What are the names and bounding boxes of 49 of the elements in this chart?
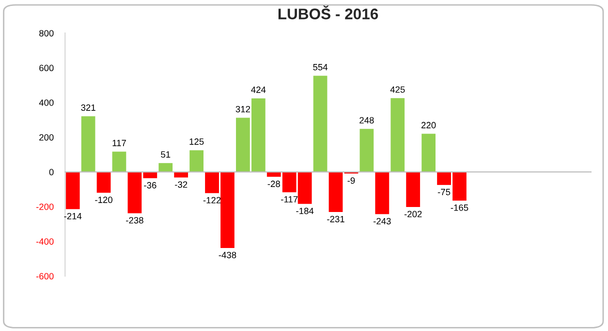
data-label: -117 <box>281 196 298 202</box>
data-label: 51 <box>160 151 170 158</box>
data-label: 248 <box>360 117 374 124</box>
bar <box>96 172 111 193</box>
data-label: -214 <box>64 212 82 220</box>
data-label: -165 <box>450 204 468 211</box>
data-label: -243 <box>374 218 391 224</box>
bar <box>375 172 390 214</box>
chart-title: LUBOŠ - 2016 <box>278 6 378 20</box>
y-tick-label: 0 <box>49 168 54 176</box>
data-label: 425 <box>390 86 405 93</box>
bar <box>422 134 436 172</box>
bar <box>328 172 343 212</box>
y-tick-label: -200 <box>36 204 54 210</box>
data-label: -122 <box>203 196 221 204</box>
y-tick-label: -600 <box>36 273 54 280</box>
y-tick-label: 600 <box>39 64 54 72</box>
data-label: -32 <box>174 181 188 188</box>
bar <box>112 152 126 172</box>
y-tick-label: -400 <box>36 238 54 245</box>
data-label: -75 <box>438 188 450 196</box>
data-label: 220 <box>421 122 436 128</box>
bar <box>66 172 80 210</box>
data-label: 125 <box>190 138 204 145</box>
y-tick-label: 200 <box>39 134 54 141</box>
data-label: 117 <box>112 140 126 146</box>
bar <box>390 98 405 172</box>
bar <box>313 76 328 172</box>
y-tick-label: 400 <box>39 99 54 106</box>
data-label: 312 <box>236 106 250 112</box>
data-label: 554 <box>313 64 328 70</box>
y-tick-label: 800 <box>39 30 54 36</box>
bar <box>360 128 374 172</box>
data-label: -184 <box>296 208 314 214</box>
bar <box>174 172 188 178</box>
data-label: 424 <box>251 86 266 93</box>
bar <box>190 150 204 172</box>
data-label: -238 <box>126 217 144 224</box>
data-label: 321 <box>81 104 96 111</box>
data-label: -36 <box>144 182 156 188</box>
bar <box>158 163 173 172</box>
data-label: -9 <box>348 177 355 184</box>
data-label: -231 <box>327 216 344 222</box>
data-label: -28 <box>268 180 280 188</box>
data-label: -438 <box>218 252 236 258</box>
bar <box>81 116 96 172</box>
data-label: -120 <box>95 196 112 204</box>
data-label: -202 <box>404 210 422 218</box>
bar <box>406 172 420 207</box>
